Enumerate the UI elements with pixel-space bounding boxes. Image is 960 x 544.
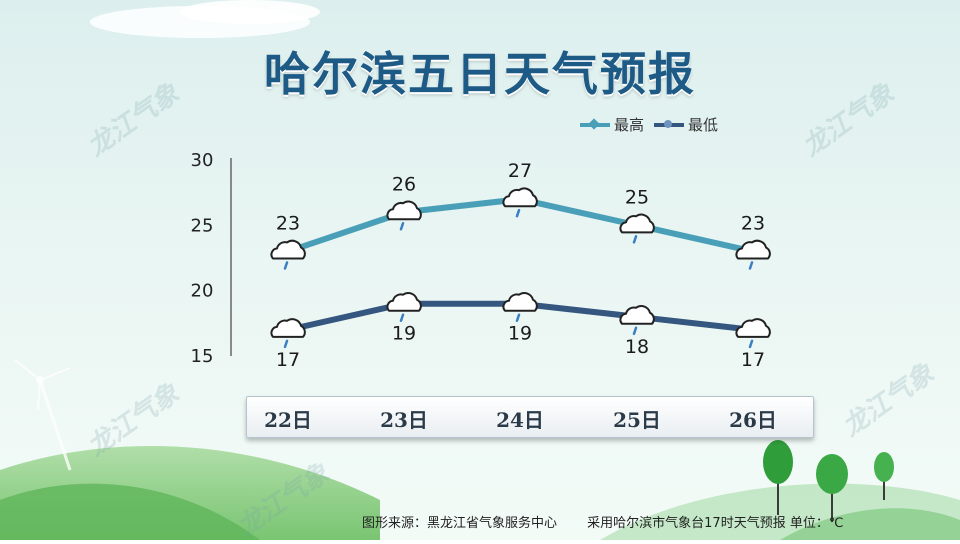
- y-tick-label: 15: [191, 346, 214, 367]
- legend-label-low: 最低: [688, 116, 719, 134]
- legend-swatch-high: [580, 122, 610, 127]
- y-tick-label: 25: [191, 215, 214, 236]
- shower-cloud-icon: [735, 239, 771, 270]
- shower-cloud-icon: [619, 305, 655, 336]
- data-label-high: 27: [508, 160, 532, 182]
- legend-item-high: 最高: [580, 114, 644, 135]
- tree-decoration: [763, 440, 894, 522]
- legend-swatch-low: [654, 119, 685, 128]
- footer-note: 采用哈尔滨市气象台17时天气预报 单位：℃: [587, 516, 844, 531]
- data-label-high: 26: [392, 173, 416, 195]
- x-tick-label: 24日: [496, 408, 544, 432]
- data-label-high: 23: [741, 212, 765, 234]
- shower-cloud-icon: [619, 213, 655, 244]
- shower-cloud-icon: [502, 292, 538, 322]
- data-label-high: 23: [276, 212, 300, 234]
- x-tick-label: 25日: [613, 408, 661, 432]
- data-label-low: 19: [392, 323, 416, 345]
- data-label-low: 18: [625, 336, 649, 358]
- x-tick-label: 22日: [264, 408, 312, 432]
- legend-label-high: 最高: [614, 116, 645, 134]
- x-tick-label: 26日: [729, 408, 777, 432]
- y-tick-label: 30: [191, 150, 214, 171]
- data-label-low: 17: [276, 349, 300, 371]
- footer: 图形来源：黑龙江省气象服务中心 采用哈尔滨市气象台17时天气预报 单位：℃: [362, 512, 869, 531]
- shower-cloud-icon: [270, 318, 306, 349]
- x-axis-bar: [246, 396, 814, 438]
- chart-legend: 最高 最低: [580, 114, 728, 135]
- shower-cloud-icon: [386, 200, 422, 231]
- shower-cloud-icon: [502, 187, 538, 218]
- shower-cloud-icon: [270, 239, 306, 270]
- data-label-high: 25: [625, 186, 649, 208]
- shower-cloud-icon: [735, 318, 771, 349]
- y-tick-label: 20: [191, 281, 214, 302]
- legend-item-low: 最低: [654, 114, 718, 135]
- footer-source: 图形来源：黑龙江省气象服务中心: [362, 516, 558, 531]
- x-tick-label: 23日: [380, 408, 428, 432]
- page-title: 哈尔滨五日天气预报: [264, 47, 696, 101]
- shower-cloud-icon: [386, 292, 422, 322]
- data-label-low: 19: [508, 323, 532, 345]
- data-label-low: 17: [741, 349, 765, 371]
